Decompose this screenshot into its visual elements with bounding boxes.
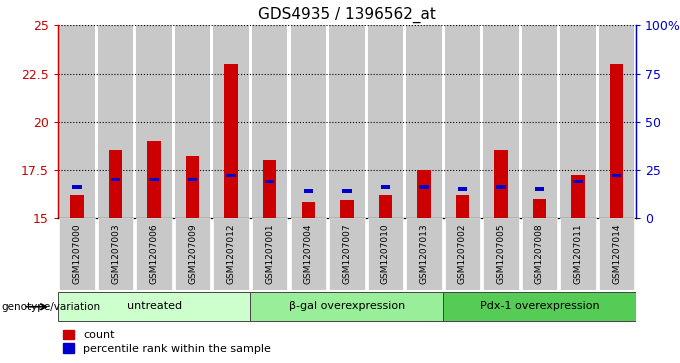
Bar xyxy=(406,218,441,290)
Text: β-gal overexpression: β-gal overexpression xyxy=(289,301,405,311)
Bar xyxy=(224,64,238,218)
Bar xyxy=(59,25,95,218)
Bar xyxy=(252,25,288,218)
Text: GSM1207008: GSM1207008 xyxy=(535,224,544,285)
Text: GSM1207000: GSM1207000 xyxy=(73,224,82,285)
Bar xyxy=(340,200,354,218)
Bar xyxy=(496,185,506,189)
Text: genotype/variation: genotype/variation xyxy=(1,302,101,312)
Bar xyxy=(188,178,197,181)
Bar xyxy=(368,25,403,218)
Bar xyxy=(290,218,326,290)
Bar xyxy=(599,218,634,290)
Bar xyxy=(263,160,277,218)
Bar xyxy=(560,25,596,218)
Bar xyxy=(59,218,95,290)
Bar xyxy=(599,25,634,218)
Bar xyxy=(329,218,364,290)
Bar xyxy=(445,218,480,290)
Bar xyxy=(70,195,84,218)
Text: GSM1207012: GSM1207012 xyxy=(226,224,236,284)
Bar xyxy=(111,178,120,181)
Bar xyxy=(494,150,508,218)
Title: GDS4935 / 1396562_at: GDS4935 / 1396562_at xyxy=(258,7,436,23)
Text: GSM1207010: GSM1207010 xyxy=(381,224,390,285)
Bar xyxy=(250,292,443,322)
Bar xyxy=(175,218,210,290)
Bar xyxy=(612,174,622,178)
Bar xyxy=(445,25,480,218)
Bar xyxy=(72,185,82,189)
Text: GSM1207002: GSM1207002 xyxy=(458,224,467,284)
Bar xyxy=(368,218,403,290)
Text: GSM1207003: GSM1207003 xyxy=(111,224,120,285)
Bar xyxy=(329,25,364,218)
Bar xyxy=(573,180,583,183)
Bar xyxy=(458,187,467,191)
Bar xyxy=(303,189,313,193)
Text: Pdx-1 overexpression: Pdx-1 overexpression xyxy=(479,301,599,311)
Bar xyxy=(137,25,172,218)
Bar xyxy=(109,150,122,218)
Bar xyxy=(98,25,133,218)
Bar xyxy=(137,218,172,290)
Text: GSM1207001: GSM1207001 xyxy=(265,224,274,285)
Bar xyxy=(560,218,596,290)
Bar xyxy=(419,185,428,189)
Text: GSM1207007: GSM1207007 xyxy=(342,224,352,285)
Bar xyxy=(58,292,250,322)
Bar xyxy=(252,218,288,290)
Bar xyxy=(483,218,519,290)
Text: GSM1207014: GSM1207014 xyxy=(612,224,621,284)
Text: GSM1207006: GSM1207006 xyxy=(150,224,158,285)
Text: GSM1207011: GSM1207011 xyxy=(573,224,583,285)
Text: untreated: untreated xyxy=(126,301,182,311)
Bar xyxy=(610,64,624,218)
Bar xyxy=(214,218,249,290)
Bar xyxy=(483,25,519,218)
Bar xyxy=(150,178,159,181)
Text: GSM1207009: GSM1207009 xyxy=(188,224,197,285)
Bar xyxy=(522,25,557,218)
Bar xyxy=(226,174,236,178)
Bar xyxy=(534,187,544,191)
Bar xyxy=(532,199,546,218)
Bar xyxy=(290,25,326,218)
Text: GSM1207005: GSM1207005 xyxy=(496,224,505,285)
Bar xyxy=(148,141,161,218)
Bar xyxy=(379,195,392,218)
Bar xyxy=(522,218,557,290)
Bar xyxy=(214,25,249,218)
Bar xyxy=(443,292,636,322)
Bar xyxy=(417,170,430,218)
Bar xyxy=(381,185,390,189)
Text: GSM1207013: GSM1207013 xyxy=(420,224,428,285)
Legend: count, percentile rank within the sample: count, percentile rank within the sample xyxy=(63,330,271,354)
Bar xyxy=(571,175,585,218)
Bar xyxy=(186,156,199,218)
Bar xyxy=(265,180,275,183)
Bar xyxy=(175,25,210,218)
Bar xyxy=(301,203,315,218)
Bar xyxy=(406,25,441,218)
Text: GSM1207004: GSM1207004 xyxy=(304,224,313,284)
Bar xyxy=(456,195,469,218)
Bar xyxy=(98,218,133,290)
Bar xyxy=(342,189,352,193)
